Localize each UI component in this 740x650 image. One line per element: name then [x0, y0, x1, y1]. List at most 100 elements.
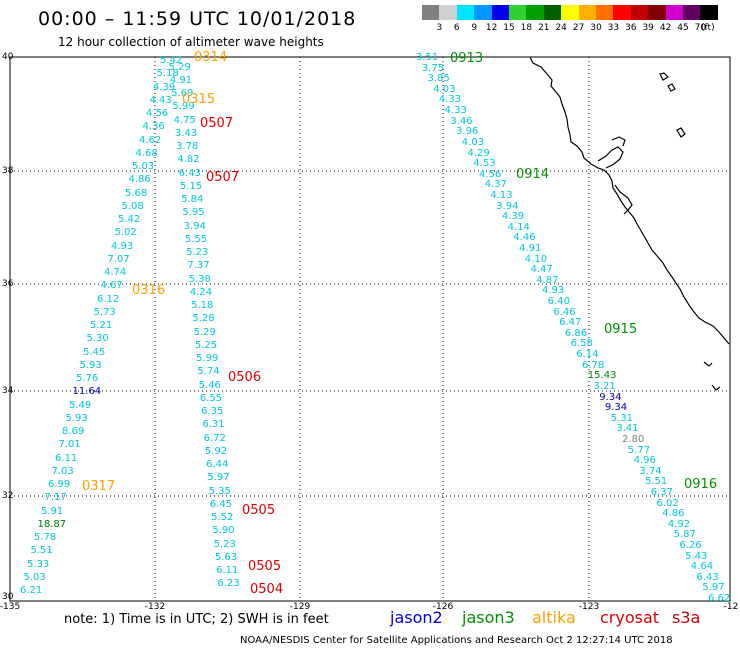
wave-height-value: 5.68	[125, 187, 148, 199]
colorbar-swatch	[439, 5, 457, 20]
pass-time-label: 0316	[132, 283, 166, 298]
wave-height-value: 6.46	[553, 306, 576, 318]
wave-height-value: 6.43	[696, 571, 719, 583]
wave-height-value: 5.52	[211, 512, 234, 524]
wave-height-value: 6.35	[201, 406, 224, 418]
wave-height-value: 11.64	[72, 386, 102, 398]
wave-height-value: 7.01	[58, 439, 81, 451]
wave-height-value: 4.56	[146, 108, 169, 119]
colorbar-swatch	[509, 5, 527, 20]
wave-height-value: 5.25	[194, 339, 218, 351]
plot-border	[9, 56, 731, 602]
wave-height-value: 5.42	[118, 214, 141, 225]
wave-height-value: 5.33	[27, 558, 50, 570]
lon-tick-label: -129	[289, 602, 311, 612]
note-text: note: 1) Time is in UTC; 2) SWH is in fe…	[64, 612, 329, 627]
wave-height-value: 4.86	[662, 508, 685, 520]
wave-height-value: 4.33	[444, 105, 467, 116]
wave-height-value: 3.41	[616, 423, 639, 435]
pass-time-label: 0505	[242, 503, 276, 518]
wave-height-value: 5.23	[213, 538, 236, 550]
colorbar-swatch	[596, 5, 614, 20]
wave-height-value: 5.49	[69, 399, 92, 411]
pass-time-label: 0505	[248, 559, 282, 574]
colorbar-label: 9	[471, 23, 478, 33]
wave-height-value: 5.08	[121, 200, 144, 212]
wave-height-value: 4.39	[501, 211, 525, 223]
colorbar-label: 18	[520, 23, 533, 33]
wave-height-value: 6.78	[582, 359, 605, 371]
colorbar-swatch	[456, 5, 475, 20]
lon-tick-label: -135	[0, 602, 21, 612]
wave-height-value: 7.07	[107, 253, 130, 265]
wave-height-value: 5.45	[83, 346, 106, 358]
wave-height-value: 6.72	[203, 432, 226, 444]
colorbar-label: 30	[590, 23, 602, 33]
wave-height-value: 4.24	[189, 286, 213, 298]
wave-height-value: 4.96	[633, 455, 656, 467]
lat-tick-label: 32	[2, 491, 14, 501]
wave-height-value: 4.93	[111, 240, 134, 252]
wave-height-value: 6.12	[97, 293, 120, 305]
colorbar-label: 24	[555, 23, 567, 33]
wave-height-value: 4.47	[530, 264, 553, 276]
colorbar-label: 36	[625, 23, 637, 33]
wave-height-value: 4.03	[433, 83, 456, 95]
wave-height-value: 6.11	[55, 452, 78, 464]
wave-height-value: 4.56	[479, 168, 502, 180]
wave-height-value: 4.64	[690, 561, 714, 573]
colorbar-swatch	[561, 5, 579, 20]
wave-height-value: 5.43	[685, 550, 708, 562]
wave-height-value: 6.02	[656, 497, 679, 509]
wave-height-value: 15.43	[587, 370, 617, 382]
satellite-legend-cryosat: cryosat	[600, 608, 660, 627]
lon-tick-label: -12	[723, 602, 739, 612]
wave-height-value: 4.39	[153, 81, 176, 93]
wave-height-value: 5.73	[93, 306, 116, 318]
wave-height-value: 3.94	[183, 220, 206, 232]
wave-height-value: 18.87	[37, 518, 67, 530]
colorbar-swatch	[683, 5, 701, 20]
wave-height-value: 5.93	[65, 412, 88, 424]
wave-height-value: 4.86	[128, 174, 151, 186]
wave-height-value: 4.53	[473, 158, 496, 170]
wave-height-value: 4.10	[524, 253, 548, 265]
wave-height-value: 7.37	[187, 260, 210, 272]
wave-height-value: 5.77	[627, 444, 651, 456]
lat-tick-label: 40	[2, 52, 14, 62]
pass-time-label: 0317	[82, 479, 116, 494]
wave-height-value: 4.67	[100, 280, 123, 292]
lat-tick-label: 38	[2, 166, 14, 176]
wave-height-value: 3.21	[593, 380, 616, 392]
satellite-legend-jason2: jason2	[390, 608, 443, 627]
colorbar-swatch	[665, 5, 683, 20]
wave-height-value: 5.18	[191, 300, 214, 312]
wave-height-value: 5.35	[208, 485, 231, 497]
wave-height-value: 4.36	[142, 121, 165, 133]
wave-height-value: 6.99	[48, 479, 71, 490]
colorbar-label: 12	[485, 23, 498, 33]
colorbar-label: 3	[436, 23, 443, 33]
wave-height-value: 5.51	[645, 476, 668, 488]
wave-height-value: 4.29	[467, 147, 490, 159]
wave-height-value: 5.74	[197, 366, 220, 378]
wave-height-value: 5.51	[30, 545, 53, 557]
pass-time-label: 0915	[604, 322, 638, 337]
wave-height-value: 6.58	[570, 338, 593, 350]
wave-height-value: 3.74	[639, 465, 662, 477]
pass-time-label: 0914	[516, 167, 550, 182]
pass-time-label: 0504	[250, 582, 284, 597]
lon-tick-label: -126	[432, 602, 454, 612]
satellite-legend-s3a: s3a	[672, 608, 701, 627]
wave-height-value: 3.96	[456, 126, 479, 138]
wave-height-value: 5.03	[23, 571, 46, 583]
pass-time-label: 0507	[200, 116, 234, 131]
colorbar-label: 15	[503, 23, 515, 33]
graticule	[10, 57, 730, 601]
pass-time-label: 0507	[206, 170, 240, 185]
wave-height-value: 7.03	[51, 465, 74, 477]
wave-height-value: 5.29	[168, 61, 191, 73]
colorbar-swatch	[543, 5, 562, 20]
wave-height-value: 3.51	[416, 52, 439, 63]
wave-height-value: 5.28	[192, 313, 215, 325]
